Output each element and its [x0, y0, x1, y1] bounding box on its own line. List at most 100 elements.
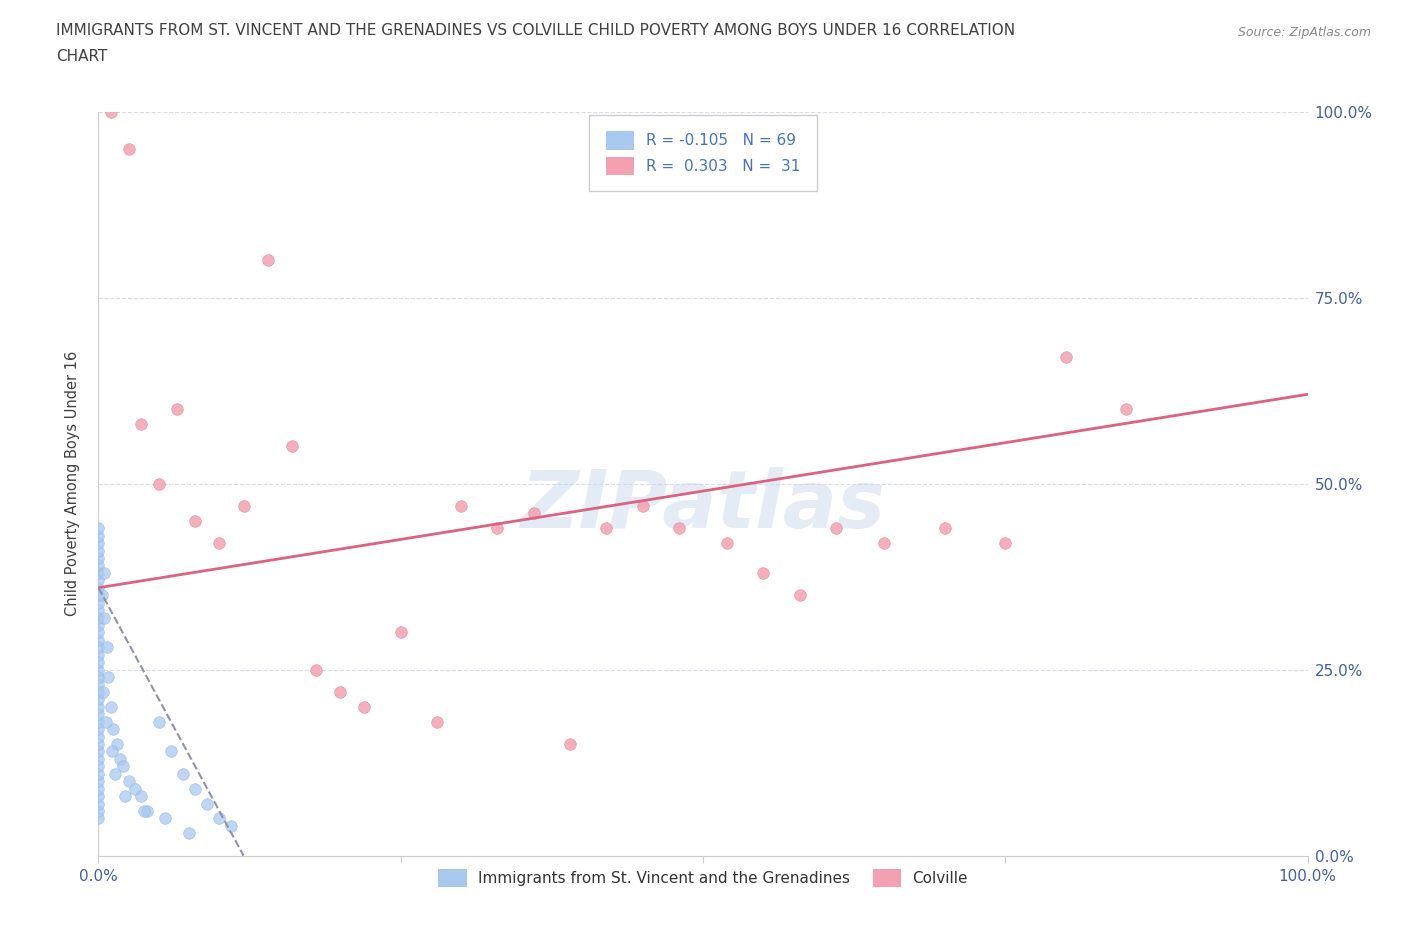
Point — [87, 759, 110, 774]
Point — [994, 536, 1017, 551]
Point — [135, 804, 157, 818]
Text: IMMIGRANTS FROM ST. VINCENT AND THE GRENADINES VS COLVILLE CHILD POVERTY AMONG B: IMMIGRANTS FROM ST. VINCENT AND THE GREN… — [56, 23, 1015, 38]
Point — [87, 543, 110, 558]
Point — [631, 498, 654, 513]
Point — [87, 632, 110, 647]
Point — [668, 521, 690, 536]
Point — [87, 744, 110, 759]
Point — [87, 774, 110, 789]
Point — [87, 528, 110, 543]
Point — [148, 714, 170, 729]
Point — [558, 737, 581, 751]
Point — [100, 699, 122, 714]
Point — [93, 610, 115, 625]
Point — [1115, 402, 1137, 417]
Point — [87, 595, 110, 610]
Point — [87, 521, 110, 536]
Point — [111, 759, 134, 774]
Point — [108, 751, 131, 766]
Point — [87, 796, 110, 811]
Point — [87, 558, 110, 573]
Point — [87, 692, 110, 707]
Point — [100, 744, 122, 759]
Point — [87, 565, 110, 580]
Point — [124, 781, 146, 796]
Point — [87, 781, 110, 796]
Point — [118, 141, 141, 156]
Point — [87, 789, 110, 804]
Point — [93, 565, 115, 580]
Point — [91, 588, 114, 603]
Point — [87, 655, 110, 670]
Y-axis label: Child Poverty Among Boys Under 16: Child Poverty Among Boys Under 16 — [65, 351, 80, 617]
Point — [172, 766, 194, 781]
Text: ZIPatlas: ZIPatlas — [520, 467, 886, 545]
Point — [166, 402, 188, 417]
Point — [208, 536, 231, 551]
Point — [595, 521, 617, 536]
Point — [281, 439, 304, 454]
Point — [87, 751, 110, 766]
Point — [305, 662, 328, 677]
Point — [87, 625, 110, 640]
Point — [87, 573, 110, 588]
Point — [87, 684, 110, 699]
Point — [873, 536, 896, 551]
Point — [97, 670, 120, 684]
Point — [87, 722, 110, 737]
Point — [87, 699, 110, 714]
Point — [118, 774, 141, 789]
Point — [486, 521, 509, 536]
Point — [91, 684, 114, 699]
Point — [87, 618, 110, 632]
Point — [134, 804, 156, 818]
Point — [148, 476, 170, 491]
Point — [256, 253, 278, 268]
Point — [87, 811, 110, 826]
Point — [129, 789, 152, 804]
Point — [934, 521, 956, 536]
Point — [752, 565, 775, 580]
Point — [789, 588, 811, 603]
Point — [87, 729, 110, 744]
Point — [195, 796, 218, 811]
Point — [1054, 350, 1077, 365]
Point — [87, 737, 110, 751]
Point — [87, 640, 110, 655]
Point — [87, 580, 110, 595]
Legend: Immigrants from St. Vincent and the Grenadines, Colville: Immigrants from St. Vincent and the Gren… — [432, 863, 974, 893]
Point — [825, 521, 848, 536]
Point — [101, 722, 124, 737]
Point — [96, 640, 118, 655]
Text: CHART: CHART — [56, 49, 108, 64]
Point — [129, 417, 152, 432]
Point — [232, 498, 254, 513]
Point — [100, 104, 122, 119]
Point — [104, 766, 127, 781]
Point — [389, 625, 412, 640]
Point — [179, 826, 201, 841]
Point — [353, 699, 375, 714]
Point — [426, 714, 449, 729]
Point — [716, 536, 738, 551]
Point — [87, 677, 110, 692]
Point — [450, 498, 472, 513]
Point — [208, 811, 231, 826]
Point — [184, 513, 207, 528]
Point — [160, 744, 183, 759]
Point — [221, 818, 243, 833]
Point — [94, 714, 117, 729]
Point — [523, 506, 546, 521]
Point — [153, 811, 176, 826]
Point — [87, 603, 110, 618]
Point — [87, 551, 110, 565]
Point — [87, 714, 110, 729]
Point — [87, 707, 110, 722]
Point — [329, 684, 352, 699]
Point — [184, 781, 207, 796]
Text: Source: ZipAtlas.com: Source: ZipAtlas.com — [1237, 26, 1371, 39]
Point — [87, 766, 110, 781]
Point — [114, 789, 136, 804]
Point — [87, 670, 110, 684]
Point — [87, 804, 110, 818]
